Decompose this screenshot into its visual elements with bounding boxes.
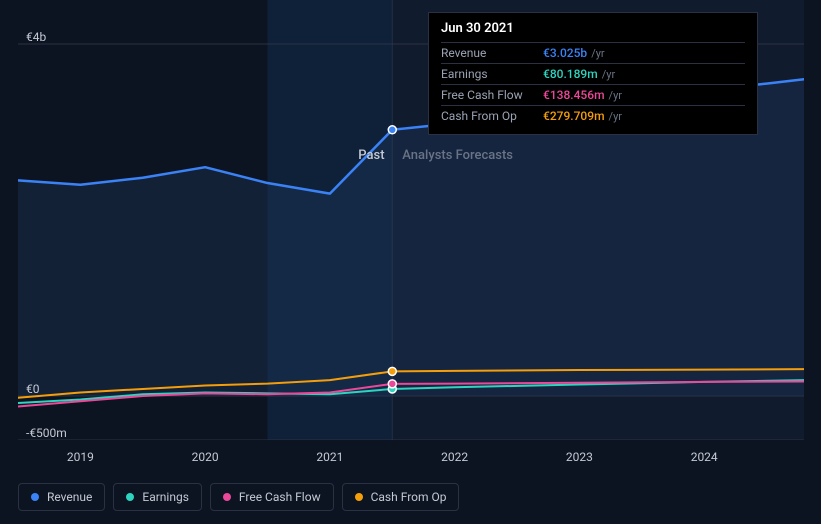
tooltip-metric-unit: /yr bbox=[591, 47, 604, 60]
legend-dot-icon bbox=[126, 493, 134, 501]
x-axis-label: 2020 bbox=[192, 450, 219, 464]
tooltip-metric-value: €138.456m bbox=[543, 88, 605, 102]
legend-dot-icon bbox=[223, 493, 231, 501]
legend-label: Cash From Op bbox=[371, 490, 447, 504]
tooltip-row: Earnings€80.189m/yr bbox=[441, 63, 745, 84]
x-axis-label: 2024 bbox=[691, 450, 718, 464]
past-label: Past bbox=[358, 148, 384, 163]
x-axis-label: 2021 bbox=[316, 450, 343, 464]
financial-chart: €4b €0 -€500m 2019 2020 2021 2022 2023 2024 Pas… bbox=[0, 0, 821, 524]
tooltip-metric-value: €80.189m bbox=[543, 67, 598, 81]
tooltip-metric-unit: /yr bbox=[609, 110, 622, 123]
legend-label: Earnings bbox=[142, 490, 189, 504]
y-axis-label: €0 bbox=[26, 382, 40, 396]
legend-dot-icon bbox=[31, 493, 39, 501]
tooltip-metric-value: €3.025b bbox=[543, 46, 587, 60]
hover-tooltip: Jun 30 2021 Revenue€3.025b/yrEarnings€80… bbox=[428, 12, 758, 135]
forecast-label: Analysts Forecasts bbox=[402, 148, 513, 163]
legend-dot-icon bbox=[355, 493, 363, 501]
legend-item[interactable]: Cash From Op bbox=[342, 483, 460, 511]
legend-item[interactable]: Free Cash Flow bbox=[210, 483, 334, 511]
tooltip-row: Cash From Op€279.709m/yr bbox=[441, 105, 745, 126]
legend-label: Revenue bbox=[47, 490, 92, 504]
tooltip-row: Free Cash Flow€138.456m/yr bbox=[441, 84, 745, 105]
tooltip-date: Jun 30 2021 bbox=[441, 21, 745, 36]
tooltip-metric-unit: /yr bbox=[609, 89, 622, 102]
legend-item[interactable]: Revenue bbox=[18, 483, 105, 511]
tooltip-metric-unit: /yr bbox=[602, 68, 615, 81]
tooltip-metric-label: Revenue bbox=[441, 46, 543, 60]
tooltip-metric-value: €279.709m bbox=[543, 109, 605, 123]
legend-item[interactable]: Earnings bbox=[113, 483, 202, 511]
legend-label: Free Cash Flow bbox=[239, 490, 321, 504]
legend: Revenue Earnings Free Cash Flow Cash From O… bbox=[18, 483, 459, 511]
x-axis-label: 2022 bbox=[441, 450, 468, 464]
y-axis-label: €4b bbox=[26, 30, 46, 44]
x-axis-label: 2023 bbox=[566, 450, 593, 464]
x-axis-label: 2019 bbox=[67, 450, 94, 464]
tooltip-metric-label: Earnings bbox=[441, 67, 543, 81]
tooltip-metric-label: Cash From Op bbox=[441, 109, 543, 123]
tooltip-metric-label: Free Cash Flow bbox=[441, 88, 543, 102]
tooltip-row: Revenue€3.025b/yr bbox=[441, 42, 745, 63]
y-axis-label: -€500m bbox=[26, 426, 67, 440]
